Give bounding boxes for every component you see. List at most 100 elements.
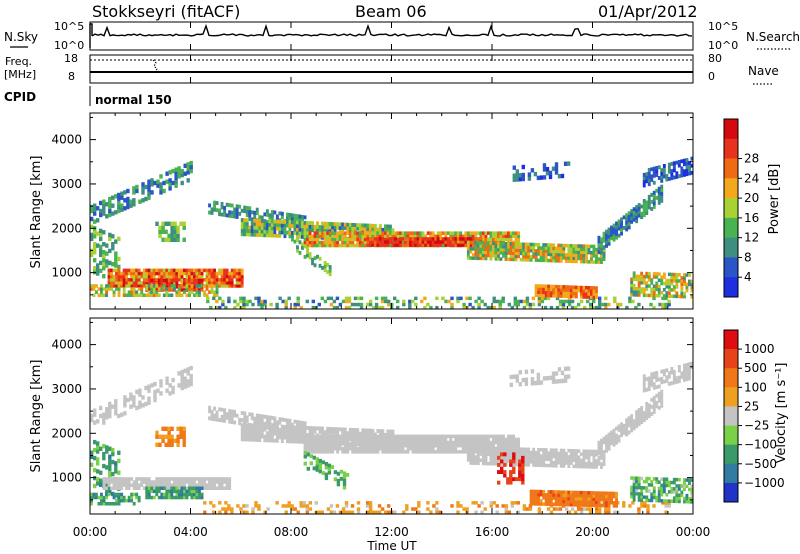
heatmap-cell [358, 234, 362, 238]
heatmap-cell [167, 221, 171, 226]
heatmap-cell [514, 245, 518, 249]
heatmap-cell [646, 504, 650, 508]
heatmap-cell [291, 231, 294, 235]
heatmap-cell [248, 434, 252, 438]
heatmap-cell [260, 229, 264, 234]
heatmap-cell [155, 271, 159, 276]
heatmap-cell [537, 243, 541, 247]
heatmap-cell [510, 305, 514, 310]
heatmap-cell [615, 437, 618, 441]
heatmap-cell [147, 400, 151, 405]
heatmap-cell [263, 212, 267, 217]
heatmap-cell [110, 284, 113, 288]
heatmap-cell [283, 432, 287, 436]
heatmap-cell [564, 253, 568, 257]
heatmap-cell [198, 274, 201, 279]
heatmap-cell [497, 440, 500, 445]
heatmap-cell [318, 256, 322, 261]
heatmap-cell [605, 445, 608, 450]
heatmap-cell [288, 418, 292, 423]
heatmap-cell [183, 380, 187, 385]
heatmap-cell [567, 302, 572, 307]
heatmap-cell [688, 273, 691, 277]
heatmap-cell [335, 504, 340, 508]
heatmap-cell [208, 409, 211, 414]
heatmap-cell [293, 429, 297, 433]
heatmap-cell [587, 497, 591, 501]
heatmap-cell [137, 284, 141, 288]
heatmap-cell [583, 305, 587, 310]
heatmap-cell [198, 268, 201, 273]
heatmap-cell [471, 253, 475, 257]
heatmap-cell [125, 486, 129, 490]
heatmap-cell [492, 455, 495, 460]
heatmap-cell [464, 231, 468, 235]
heatmap-cell [613, 510, 617, 514]
heatmap-cell [657, 398, 661, 403]
heatmap-cell [200, 486, 204, 490]
heatmap-cell [193, 282, 196, 286]
heatmap-cell [336, 222, 340, 227]
heatmap-cell [303, 434, 307, 439]
heatmap-cell [635, 479, 639, 484]
heatmap-cell [640, 215, 644, 220]
heatmap-cell [534, 451, 538, 455]
heatmap-cell [132, 399, 136, 404]
heatmap-cell [108, 458, 112, 463]
heatmap-cell [559, 464, 563, 468]
heatmap-cell [378, 237, 382, 241]
heatmap-cell [298, 231, 302, 236]
heatmap-cell [564, 455, 568, 459]
heatmap-cell [500, 452, 504, 457]
heatmap-cell [532, 463, 536, 467]
heatmap-cell [96, 469, 100, 474]
heatmap-cell [215, 271, 219, 276]
heatmap-cell [358, 237, 362, 242]
heatmap-cell [514, 456, 518, 461]
heatmap-cell [585, 295, 588, 299]
heatmap-cell [605, 438, 608, 443]
heatmap-cell [326, 437, 330, 442]
heatmap-cell [630, 476, 634, 480]
heatmap-cell [293, 305, 297, 310]
heatmap-cell [401, 237, 405, 241]
heatmap-cell [308, 228, 312, 233]
heatmap-cell [223, 268, 227, 273]
heatmap-cell [328, 231, 332, 235]
heatmap-cell [544, 249, 548, 253]
heatmap-cell [670, 172, 674, 177]
heatmap-cell [667, 302, 671, 307]
heatmap-cell [140, 477, 144, 481]
heatmap-cell [481, 256, 485, 261]
heatmap-cell [574, 253, 578, 257]
heatmap-cell [152, 278, 156, 282]
heatmap-cell [474, 256, 478, 260]
heatmap-cell [177, 486, 181, 490]
heatmap-cell [170, 284, 174, 288]
heatmap-cell [409, 243, 412, 247]
heatmap-cell [273, 223, 277, 227]
heatmap-cell [559, 291, 563, 295]
heatmap-cell [404, 434, 407, 439]
heatmap-cell [597, 494, 601, 498]
heatmap-cell [426, 440, 430, 445]
heatmap-cell [228, 486, 232, 490]
heatmap-cell [243, 423, 247, 428]
heatmap-cell [350, 504, 355, 508]
heatmap-cell [552, 259, 556, 263]
heatmap-cell [248, 423, 252, 428]
heatmap-cell [464, 437, 468, 442]
heatmap-cell [424, 440, 428, 445]
heatmap-cell [195, 274, 199, 279]
heatmap-cell [592, 286, 596, 290]
heatmap-cell [108, 232, 112, 238]
heatmap-cell [660, 278, 664, 283]
heatmap-cell [512, 165, 516, 170]
heatmap-cell [96, 441, 100, 446]
heatmap-cell [585, 455, 588, 460]
heatmap-cell [117, 413, 121, 419]
heatmap-cell [499, 241, 503, 246]
heatmap-cell [384, 224, 387, 229]
heatmap-cell [105, 492, 108, 497]
heatmap-cell [378, 440, 382, 445]
